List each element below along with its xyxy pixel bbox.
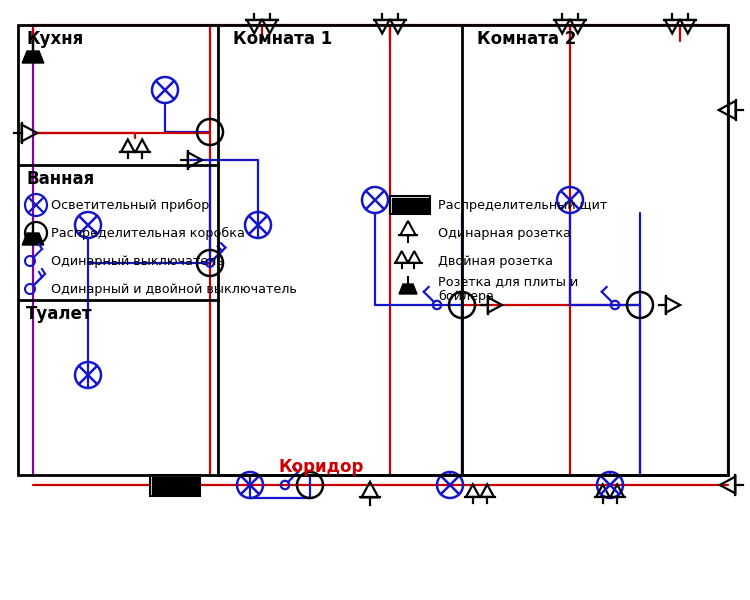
Text: Кухня: Кухня: [26, 30, 83, 48]
Polygon shape: [22, 233, 44, 245]
Text: Розетка для плиты и
бойлера: Розетка для плиты и бойлера: [438, 275, 578, 303]
Bar: [390, 196, 430, 214]
Text: Коридор: Коридор: [278, 458, 363, 476]
Text: Двойная розетка: Двойная розетка: [438, 254, 553, 268]
Text: Ванная: Ванная: [26, 170, 94, 188]
Text: Одинарный выключатель: Одинарный выключатель: [51, 254, 224, 268]
Bar: [150, 475, 200, 496]
Polygon shape: [399, 284, 417, 294]
Text: Одинарный и двойной выключатель: Одинарный и двойной выключатель: [51, 283, 297, 295]
Polygon shape: [22, 51, 44, 63]
Bar: [392, 198, 428, 212]
Text: Распределительная коробка: Распределительная коробка: [51, 226, 244, 239]
Text: Комната 2: Комната 2: [477, 30, 576, 48]
Text: Одинарная розетка: Одинарная розетка: [438, 226, 571, 239]
Bar: [18, 25, 728, 475]
Text: Туалет: Туалет: [26, 305, 93, 323]
Text: Осветительный прибор: Осветительный прибор: [51, 199, 209, 212]
Text: Распределительный щит: Распределительный щит: [438, 199, 608, 211]
Bar: [152, 476, 198, 493]
Text: Комната 1: Комната 1: [233, 30, 332, 48]
